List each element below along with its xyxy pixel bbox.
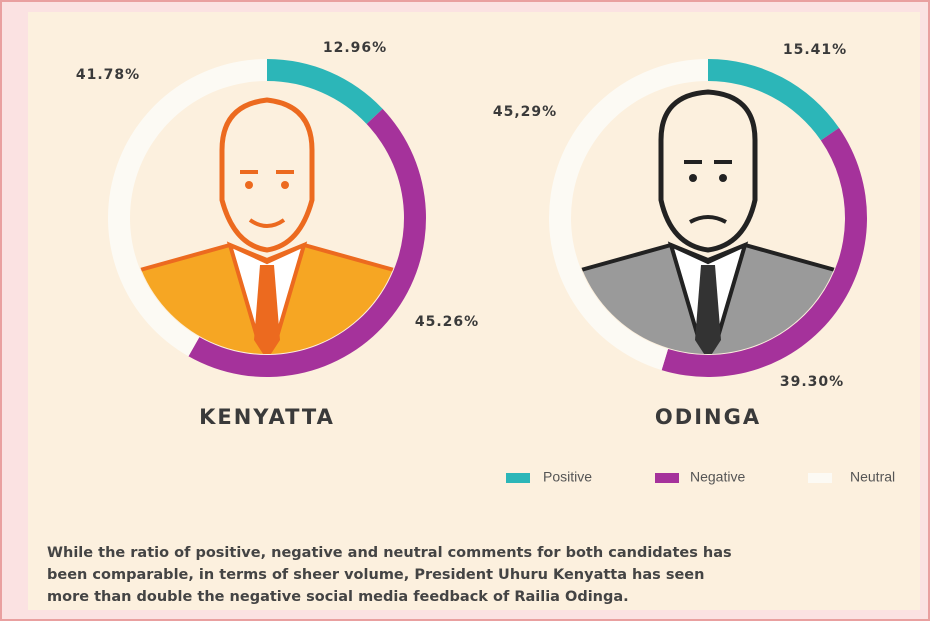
data-label: 45.26% bbox=[415, 314, 479, 330]
data-label: 15.41% bbox=[783, 42, 847, 58]
donut-segment bbox=[267, 59, 383, 124]
legend-label: Neutral bbox=[850, 469, 895, 485]
donuts bbox=[108, 59, 867, 377]
data-label: 12.96% bbox=[323, 40, 387, 56]
caption-line: While the ratio of positive, negative an… bbox=[47, 545, 732, 561]
caption-line: more than double the negative social med… bbox=[47, 589, 629, 605]
legend-label: Negative bbox=[690, 469, 745, 485]
legend-swatch bbox=[808, 473, 832, 483]
donut-segment bbox=[661, 127, 867, 377]
data-label: 45,29% bbox=[493, 104, 557, 120]
legend-swatch bbox=[506, 473, 530, 483]
donut-chart bbox=[549, 59, 867, 377]
donut-segment bbox=[108, 59, 268, 357]
data-label: 41.78% bbox=[76, 67, 140, 83]
legend-label: Positive bbox=[543, 469, 592, 485]
donut-segment bbox=[549, 59, 708, 371]
data-label: 39.30% bbox=[780, 374, 844, 390]
candidate-name: ODINGA bbox=[655, 405, 761, 429]
caption: While the ratio of positive, negative an… bbox=[47, 545, 732, 605]
legend-swatch bbox=[655, 473, 679, 483]
donut-chart bbox=[108, 59, 426, 377]
donut-segment bbox=[188, 108, 426, 377]
donut-segment bbox=[708, 59, 839, 141]
caption-line: been comparable, in terms of sheer volum… bbox=[47, 567, 704, 583]
candidate-name: KENYATTA bbox=[199, 405, 335, 429]
